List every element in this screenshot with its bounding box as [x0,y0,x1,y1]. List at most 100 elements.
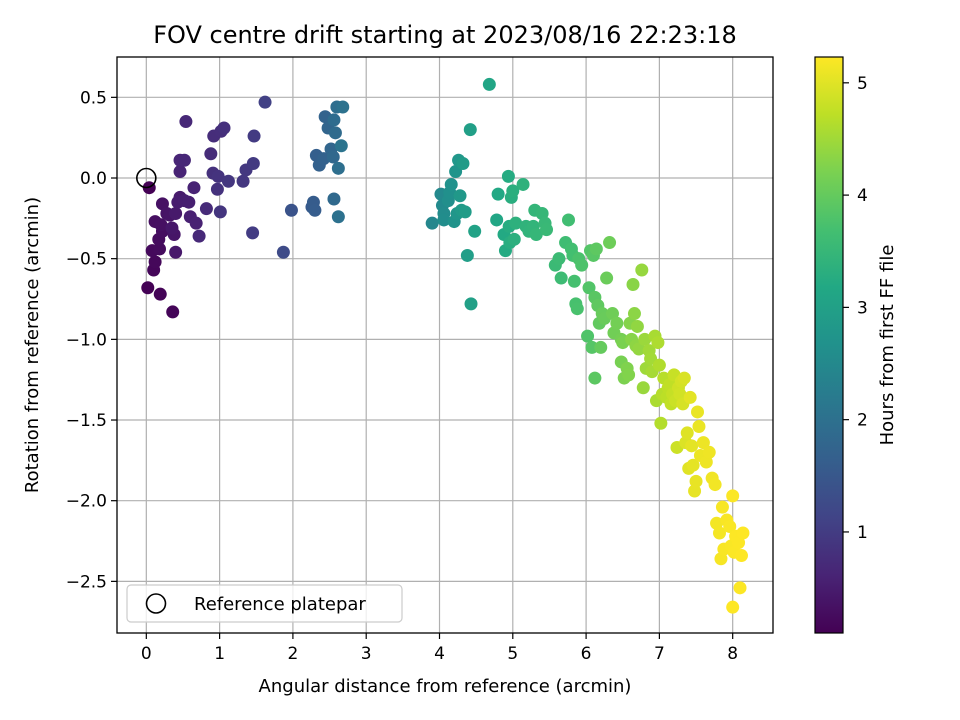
data-point [696,436,710,450]
data-point [169,207,183,221]
data-point [726,489,740,503]
data-point [177,153,191,167]
x-tick-label: 0 [141,644,152,664]
y-axis-ticks: 0.5 0.0 −0.5 −1.0 −1.5 −2.0 −2.5 [66,88,117,592]
colorbar: 1 2 3 4 5 Hours from first FF file [814,56,898,634]
data-point [692,419,706,433]
data-point [165,221,179,235]
reference-marker [136,167,157,189]
data-point [464,297,478,311]
y-tick-label: −1.5 [66,411,107,431]
data-point [187,181,201,195]
colorbar-gradient [814,56,844,634]
y-tick-label: −1.0 [66,330,107,350]
data-point [444,177,458,191]
data-point [246,226,260,240]
data-point [148,255,162,269]
chart-title: FOV centre drift starting at 2023/08/16 … [153,21,737,49]
data-point [567,274,581,288]
y-tick-label: −2.0 [66,492,107,512]
data-point [179,115,193,129]
data-point [652,358,666,372]
data-point [491,187,505,201]
data-point [258,95,272,109]
data-point [210,182,224,196]
data-point [308,203,322,217]
data-point [246,156,260,170]
data-point [708,478,722,492]
data-point [552,252,566,266]
data-point [570,302,584,316]
data-point [189,216,203,230]
colorbar-ticks: 1 2 3 4 5 [843,74,868,543]
y-tick-label: 0.5 [80,88,107,108]
data-point [468,224,482,238]
data-point [155,197,169,211]
data-point [153,242,167,256]
data-point [217,121,231,135]
y-axis-label: Rotation from reference (arcmin) [22,197,43,493]
data-point [594,340,608,354]
colorbar-label: Hours from first FF file [877,245,898,446]
colorbar-tick-label: 5 [857,74,868,94]
data-point [331,210,345,224]
data-point [199,202,213,216]
data-point [458,205,472,219]
data-point [453,189,467,203]
data-point [173,165,187,179]
x-axis-ticks: 0 1 2 3 4 5 6 7 8 [141,633,738,664]
data-point [726,600,740,614]
data-point [211,169,225,183]
data-point [326,150,340,164]
data-point [610,316,624,330]
data-point [677,371,691,385]
data-point [680,426,694,440]
data-point [575,258,589,272]
data-point [712,526,726,540]
data-point [734,549,748,563]
data-point [582,281,596,295]
data-point [589,242,603,256]
data-point [213,205,227,219]
data-point [501,169,515,183]
data-point [626,277,640,291]
data-point [437,213,451,227]
data-point [636,381,650,395]
data-point [154,218,168,232]
grid [117,57,773,633]
data-point [654,416,668,430]
data-point [581,329,595,343]
data-point [166,305,180,319]
legend-entry-reference: Reference platepar [194,594,366,615]
colorbar-tick-label: 2 [857,411,868,431]
data-point [182,195,196,209]
legend: Reference platepar [126,584,403,623]
data-point [169,245,183,259]
data-point [603,236,617,250]
data-point [685,439,699,453]
x-tick-label: 8 [727,644,738,664]
data-point [516,177,530,191]
data-point [688,484,702,498]
data-point [236,174,250,188]
data-point [627,307,641,321]
data-point [632,342,646,356]
data-point [334,139,348,153]
data-point [635,263,649,277]
legend-reference-marker [145,593,167,614]
data-point [141,281,155,295]
data-point [507,232,521,246]
data-point [456,156,470,170]
data-point [554,271,568,285]
colorbar-tick-label: 1 [857,523,868,543]
data-point [153,287,167,301]
data-point [562,213,576,227]
data-point [463,123,477,137]
x-tick-label: 7 [654,644,665,664]
data-point [630,319,644,333]
data-point [691,405,705,419]
data-point [540,223,554,237]
data-point [686,458,700,472]
data-point [723,520,737,534]
data-point [529,227,543,241]
